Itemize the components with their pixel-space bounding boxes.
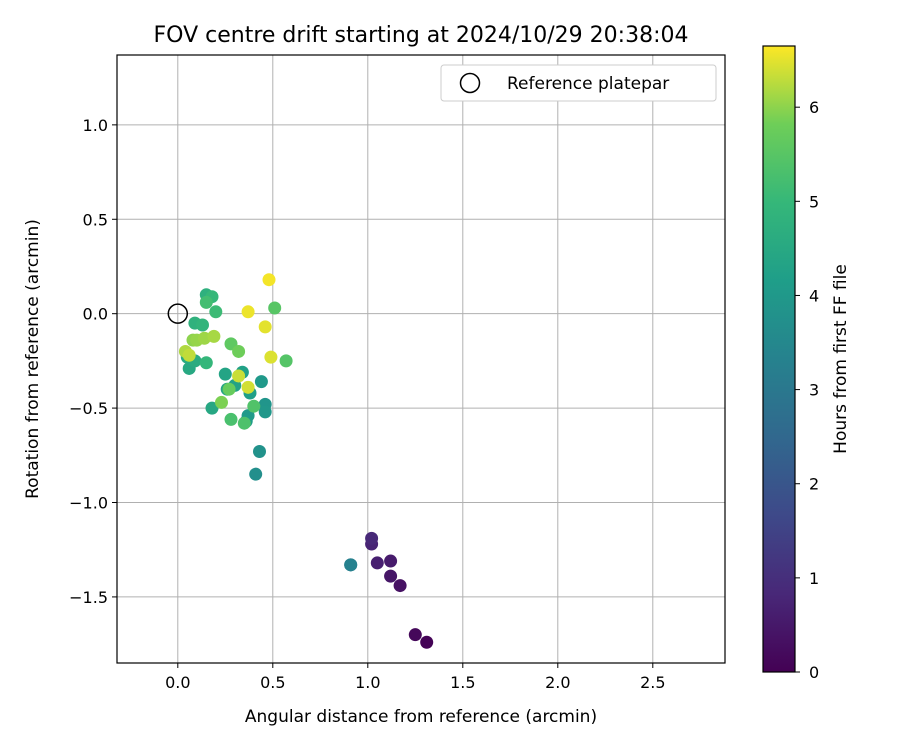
y-tick-label: −0.5 (69, 399, 108, 418)
data-point (264, 350, 278, 364)
data-point (384, 569, 398, 583)
colorbar-tick-label: 2 (809, 475, 819, 494)
legend-marker (459, 72, 481, 94)
legend-box (440, 64, 717, 102)
data-point (209, 305, 223, 319)
chart-title: FOV centre drift starting at 2024/10/29 … (154, 23, 689, 48)
data-point (279, 354, 293, 368)
data-point (232, 344, 246, 358)
data-point (196, 318, 209, 332)
colorbar-ticks: 0 1 2 3 4 5 6 (795, 98, 819, 682)
legend-entry-reference-platepar: Reference platepar (507, 74, 669, 94)
data-point (237, 416, 251, 430)
x-axis-label: Angular distance from reference (arcmin) (245, 707, 597, 727)
colorbar-tick-label: 1 (809, 569, 819, 588)
x-tick-label: 0.0 (165, 673, 190, 692)
data-point (199, 295, 213, 309)
x-axis-ticks: 0.0 0.5 1.0 1.5 2.0 2.5 (165, 663, 666, 692)
data-point (182, 348, 196, 362)
colorbar-gradient (762, 45, 796, 673)
legend: Reference platepar (440, 64, 717, 102)
data-point (247, 399, 261, 413)
colorbar-tick-label: 6 (809, 98, 819, 117)
data-point (365, 531, 379, 545)
y-tick-label: −1.5 (69, 588, 108, 607)
data-point (344, 558, 358, 572)
colorbar-label: Hours from first FF file (831, 264, 851, 454)
x-tick-label: 1.0 (355, 673, 380, 692)
reference-marker (167, 303, 189, 324)
data-point (384, 554, 398, 568)
data-point (232, 369, 246, 383)
data-point (254, 375, 268, 389)
colorbar-tick-label: 3 (809, 381, 819, 400)
data-point (205, 401, 219, 415)
x-tick-label: 2.5 (640, 673, 665, 692)
x-tick-label: 2.0 (545, 673, 570, 692)
data-point (420, 635, 434, 649)
y-tick-label: 0.5 (83, 210, 108, 229)
data-point (222, 382, 236, 396)
data-point (408, 628, 422, 642)
data-point (241, 380, 255, 394)
data-point (393, 579, 407, 593)
plot-area (117, 55, 725, 663)
data-point (224, 412, 238, 426)
colorbar-tick-label: 0 (809, 663, 819, 682)
y-tick-label: 0.0 (83, 305, 108, 324)
x-tick-label: 0.5 (260, 673, 285, 692)
colorbar-tick-label: 4 (809, 286, 819, 305)
data-point (249, 467, 263, 481)
data-point (262, 273, 276, 287)
data-point (215, 395, 228, 409)
y-tick-label: 1.0 (83, 116, 108, 135)
data-point (258, 405, 272, 419)
data-point (268, 301, 282, 315)
colorbar-tick-label: 5 (809, 192, 819, 211)
colorbar: 0 1 2 3 4 5 6 Hours from first FF file (762, 45, 851, 682)
plot-frame (116, 54, 726, 664)
data-point (207, 329, 221, 343)
y-tick-label: −1.0 (69, 494, 108, 513)
scatter-points (178, 273, 434, 649)
data-point (199, 356, 213, 370)
data-point (370, 556, 384, 570)
data-point (241, 305, 255, 319)
y-axis-label: Rotation from reference (arcmin) (23, 219, 43, 499)
data-point (258, 320, 272, 334)
y-axis-ticks: 1.0 0.5 0.0 −0.5 −1.0 −1.5 (69, 116, 117, 607)
data-point (253, 445, 266, 459)
data-point (218, 367, 232, 381)
x-tick-label: 1.5 (450, 673, 475, 692)
